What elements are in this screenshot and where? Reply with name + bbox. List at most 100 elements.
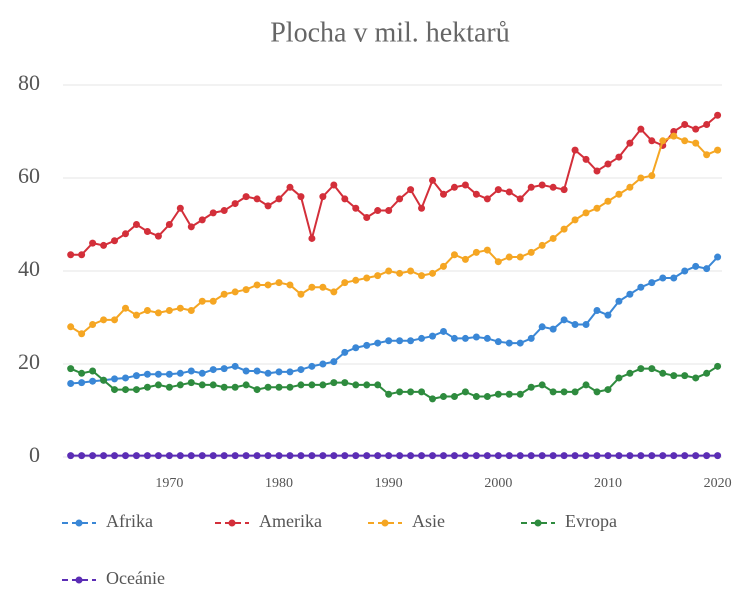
point (308, 381, 316, 389)
point (374, 272, 382, 280)
point (505, 452, 513, 460)
point (538, 241, 546, 249)
point (231, 288, 239, 296)
point (450, 251, 458, 259)
legend-marker (534, 519, 542, 527)
point (538, 452, 546, 460)
point (165, 452, 173, 460)
point (363, 341, 371, 349)
point (626, 139, 634, 147)
point (593, 204, 601, 212)
point (122, 230, 130, 238)
point (176, 369, 184, 377)
point (165, 370, 173, 378)
point (352, 381, 360, 389)
point (78, 452, 86, 460)
point (692, 374, 700, 382)
point (111, 237, 119, 245)
legend-marker (75, 576, 83, 584)
point (648, 452, 656, 460)
point (714, 362, 722, 370)
point (352, 204, 360, 212)
point (439, 327, 447, 335)
point (67, 251, 75, 259)
point (626, 183, 634, 191)
point (396, 337, 404, 345)
point (187, 452, 195, 460)
point (396, 388, 404, 396)
point (615, 153, 623, 161)
point (703, 151, 711, 159)
point (385, 267, 393, 275)
point (253, 452, 261, 460)
point (626, 369, 634, 377)
point (560, 452, 568, 460)
point (714, 452, 722, 460)
point (418, 204, 426, 212)
point (505, 253, 513, 261)
point (330, 358, 338, 366)
point (538, 323, 546, 331)
point (582, 381, 590, 389)
point (505, 390, 513, 398)
point (198, 369, 206, 377)
point (286, 183, 294, 191)
x-tick-label: 1970 (155, 476, 183, 491)
point (297, 193, 305, 201)
y-tick-label: 20 (18, 349, 40, 374)
point (681, 121, 689, 129)
x-tick-label: 2020 (704, 476, 732, 491)
point (505, 339, 513, 347)
point (692, 125, 700, 133)
point (549, 388, 557, 396)
point (648, 365, 656, 373)
point (604, 452, 612, 460)
legend-marker (75, 519, 83, 527)
point (286, 368, 294, 376)
point (89, 239, 97, 247)
point (154, 370, 162, 378)
point (154, 452, 162, 460)
chart-title: Plocha v mil. hektarů (270, 17, 510, 48)
point (648, 279, 656, 287)
point (637, 125, 645, 133)
point (89, 452, 97, 460)
point (132, 311, 140, 319)
point (593, 167, 601, 175)
point (231, 452, 239, 460)
point (341, 279, 349, 287)
point (429, 176, 437, 184)
series-line (70, 256, 719, 385)
point (527, 334, 535, 342)
point (582, 452, 590, 460)
point (165, 383, 173, 391)
point (122, 386, 130, 394)
y-tick-label: 40 (18, 256, 40, 281)
point (582, 209, 590, 217)
point (615, 452, 623, 460)
point (242, 452, 250, 460)
legend-label: Amerika (259, 511, 322, 531)
point (198, 452, 206, 460)
point (407, 452, 415, 460)
point (604, 386, 612, 394)
point (319, 452, 327, 460)
point (286, 383, 294, 391)
point (516, 452, 524, 460)
point (582, 320, 590, 328)
point (549, 234, 557, 242)
point (714, 146, 722, 154)
point (352, 344, 360, 352)
point (242, 193, 250, 201)
point (264, 202, 272, 210)
point (143, 227, 151, 235)
point (439, 190, 447, 198)
point (330, 452, 338, 460)
point (385, 452, 393, 460)
point (494, 186, 502, 194)
point (308, 452, 316, 460)
point (571, 146, 579, 154)
point (483, 393, 491, 401)
point (275, 279, 283, 287)
